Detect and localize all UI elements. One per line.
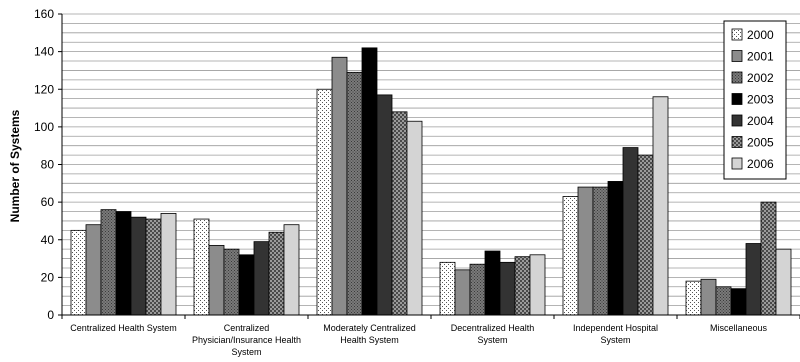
y-tick-label: 160 [34,7,54,21]
legend-swatch [731,93,743,105]
bar [145,218,162,316]
bar [499,261,516,316]
x-category-label-line: System [231,347,261,357]
bar [316,88,333,316]
bar [562,196,579,316]
x-category-label-line: Centralized Health System [70,323,177,333]
legend-swatch [731,114,743,127]
y-axis-title: Number of Systems [8,109,22,222]
bar [85,224,102,316]
bar [268,231,285,316]
bar [607,181,624,316]
legend-swatch [731,71,743,84]
x-category-label-line: Moderately Centralized [323,323,416,333]
legend-label: 2000 [747,28,774,42]
y-tick-label: 120 [34,82,54,96]
bar [745,243,762,316]
bar [391,111,408,316]
legend-swatch [731,50,743,62]
bar [730,288,747,316]
bar [592,186,609,316]
x-category-label-line: Centralized [224,323,270,333]
y-tick-label: 0 [47,308,54,322]
bar [406,120,423,316]
bar [652,96,669,316]
bar [775,248,792,316]
bar [130,216,147,316]
bar [514,256,531,316]
legend-swatch [731,157,743,170]
x-category-label-line: Health System [340,335,399,345]
bar [253,241,270,316]
bar [283,224,300,316]
y-axis-ticks: 0 20 40 60 80 100 120 140 160 [34,7,62,322]
legend-label: 2003 [747,93,774,107]
bar [376,94,393,316]
y-tick-label: 140 [34,45,54,59]
bar [454,269,471,316]
bar [637,154,654,316]
gridlines [62,13,800,306]
x-category-label: Independent Hospital System [573,323,658,345]
bars [70,47,792,316]
bar [331,56,348,316]
bar [160,213,177,316]
legend-label: 2006 [747,157,774,171]
legend-label: 2005 [747,136,774,150]
x-category-label: Moderately Centralized Health System [323,323,416,345]
x-category-label-line: System [477,335,507,345]
bar [760,201,777,316]
y-tick-label: 60 [41,195,55,209]
legend-swatch [731,136,743,148]
bar [193,218,210,316]
x-category-label: Centralized Health System [70,323,177,333]
bar [715,286,732,316]
bar [223,248,240,316]
x-category-label-line: Independent Hospital [573,323,658,333]
x-category-label-line: System [600,335,630,345]
y-tick-label: 100 [34,120,54,134]
bar [484,250,501,316]
y-tick-label: 80 [41,158,55,172]
legend-label: 2004 [747,114,774,128]
legend-label: 2002 [747,71,774,85]
bar [238,254,255,316]
x-axis-labels: Centralized Health System Centralized Phys… [61,315,800,357]
bar [700,278,717,316]
bar [208,244,225,316]
bar [529,254,546,316]
bar [346,71,363,316]
x-category-label: Centralized Physician/Insurance Health Sys… [192,323,301,357]
legend-swatch [731,28,743,41]
bar [577,186,594,316]
bar [622,147,639,316]
legend: 2000 2001 2002 2003 2004 2005 2006 [723,20,787,180]
x-category-label-line: Decentralized Health [451,323,535,333]
bar [100,209,117,316]
bar [469,263,486,316]
x-category-label-line: Physician/Insurance Health [192,335,301,345]
bar [70,229,87,316]
y-tick-label: 40 [41,233,55,247]
x-category-label: Decentralized Health System [451,323,535,345]
legend-label: 2001 [747,50,774,64]
y-tick-label: 20 [41,270,55,284]
x-category-label: Miscellaneous [710,323,768,333]
bar [685,280,702,316]
bar [361,47,378,316]
legend-box [723,20,787,180]
bar [115,211,132,316]
bar [439,261,456,316]
x-category-label-line: Miscellaneous [710,323,768,333]
